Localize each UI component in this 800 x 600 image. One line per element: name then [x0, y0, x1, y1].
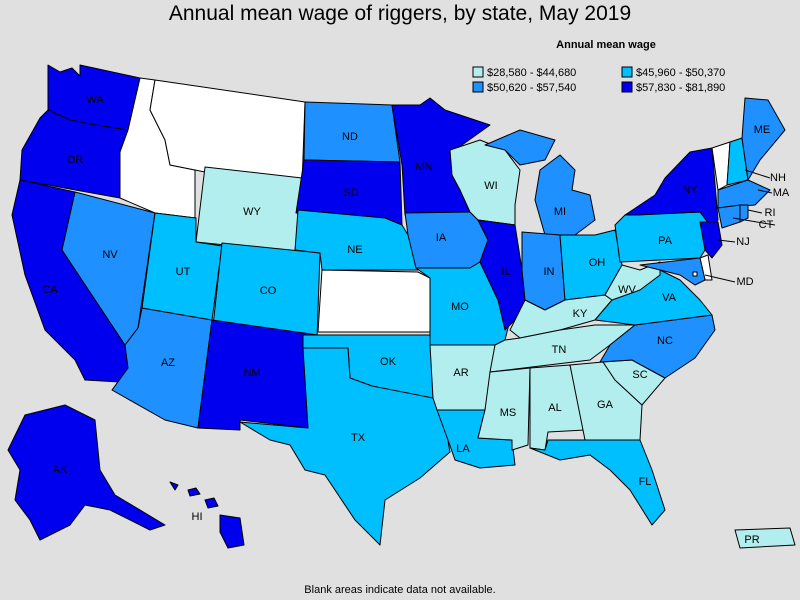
state-label-wa: WA: [86, 94, 104, 106]
state-label-ri: RI: [765, 207, 776, 219]
state-label-wi: WI: [484, 180, 497, 192]
state-label-nh: NH: [770, 172, 786, 184]
state-label-mi: MI: [554, 206, 566, 218]
state-label-il: IL: [501, 266, 510, 278]
state-label-nm: NM: [243, 367, 260, 379]
leader-line-ct: [732, 217, 776, 226]
state-label-mo: MO: [451, 301, 469, 313]
state-label-sc: SC: [632, 369, 647, 381]
state-label-tx: TX: [351, 432, 366, 444]
state-label-ct: CT: [759, 219, 774, 231]
state-label-az: AZ: [161, 357, 175, 369]
state-me: [741, 97, 786, 181]
state-label-mn: MN: [415, 161, 432, 173]
state-label-wv: WV: [618, 284, 636, 296]
state-label-sd: SD: [343, 187, 358, 199]
state-label-ut: UT: [176, 266, 191, 278]
state-ny: [624, 147, 719, 229]
legend-swatch-0: [472, 66, 484, 78]
legend-swatch-1: [621, 66, 633, 78]
state-tn: [489, 324, 636, 373]
state-label-nv: NV: [102, 249, 118, 261]
state-label-ok: OK: [380, 356, 397, 368]
state-md: [639, 257, 706, 286]
state-ct: [717, 204, 741, 229]
state-label-ak: AK: [53, 464, 68, 476]
leader-line-nh: [744, 169, 771, 179]
state-tx: [239, 347, 451, 546]
leader-line-ma: [757, 189, 773, 194]
state-label-ga: GA: [597, 399, 614, 411]
state-label-nd: ND: [342, 131, 358, 143]
state-fl: [529, 439, 666, 526]
state-ks: [317, 269, 431, 333]
leader-line-md: [704, 274, 736, 283]
state-label-fl: FL: [639, 476, 652, 488]
state-label-pa: PA: [658, 235, 673, 247]
state-ak: [7, 404, 166, 541]
map-legend: Annual mean wage $28,580 - $44,680 $45,960…: [472, 39, 725, 94]
legend-label-1: $45,960 - $50,370: [636, 67, 725, 79]
state-pr: [734, 527, 796, 549]
state-label-md: MD: [736, 276, 753, 288]
state-label-co: CO: [260, 285, 277, 297]
state-ri: [739, 204, 749, 223]
state-hi: [169, 481, 245, 549]
state-label-al: AL: [548, 402, 561, 414]
map-footnote: Blank areas indicate data not available.: [304, 584, 496, 596]
state-nj: [699, 221, 723, 259]
state-ma: [717, 179, 771, 209]
legend-label-2: $50,620 - $57,540: [487, 82, 576, 94]
state-label-ar: AR: [453, 367, 468, 379]
state-label-nj: NJ: [736, 236, 749, 248]
state-label-va: VA: [662, 292, 677, 304]
map-title: Annual mean wage of riggers, by state, M…: [168, 2, 632, 25]
state-label-tn: TN: [552, 344, 567, 356]
state-ia: [404, 211, 489, 269]
state-mo: [415, 261, 511, 346]
leader-line-ri: [747, 209, 763, 214]
state-mt: [149, 79, 306, 186]
state-label-ny: NY: [682, 184, 698, 196]
legend-swatch-2: [472, 81, 484, 93]
state-label-pr: PR: [744, 534, 759, 546]
state-label-oh: OH: [589, 257, 606, 269]
state-label-ne: NE: [347, 244, 362, 256]
state-label-in: IN: [544, 266, 555, 278]
state-label-hi: HI: [192, 511, 203, 523]
state-label-wy: WY: [243, 206, 261, 218]
state-mi: [484, 129, 596, 236]
state-label-me: ME: [754, 124, 771, 136]
state-il: [477, 219, 526, 331]
state-label-ia: IA: [436, 232, 447, 244]
legend-title: Annual mean wage: [556, 39, 656, 51]
legend-label-3: $57,830 - $81,890: [636, 82, 725, 94]
state-label-nc: NC: [657, 335, 673, 347]
state-label-ma: MA: [773, 187, 790, 199]
state-label-ms: MS: [500, 407, 517, 419]
state-label-ky: KY: [573, 308, 588, 320]
legend-swatch-3: [621, 81, 633, 93]
state-label-la: LA: [456, 443, 470, 455]
leader-line-nj: [717, 239, 736, 243]
state-label-ca: CA: [42, 284, 58, 296]
legend-label-0: $28,580 - $44,680: [487, 67, 576, 79]
state-label-or: OR: [67, 154, 84, 166]
state-dc: [692, 271, 698, 277]
